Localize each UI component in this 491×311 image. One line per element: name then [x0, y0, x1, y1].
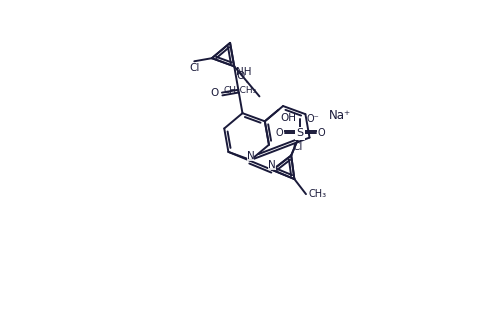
Text: S: S: [297, 128, 304, 138]
Text: OH: OH: [280, 113, 297, 123]
Text: O: O: [236, 71, 244, 81]
Text: O⁻: O⁻: [306, 114, 319, 124]
Text: Cl: Cl: [292, 142, 303, 152]
Text: CH₃: CH₃: [309, 189, 327, 199]
Text: Cl: Cl: [189, 63, 199, 73]
Text: N: N: [246, 151, 254, 161]
Text: O: O: [318, 128, 326, 138]
Text: Na⁺: Na⁺: [329, 109, 351, 122]
Text: CH₂CH₃: CH₂CH₃: [223, 86, 256, 95]
Text: N: N: [269, 160, 276, 170]
Text: NH: NH: [236, 67, 252, 77]
Text: O: O: [275, 128, 283, 138]
Text: O: O: [211, 88, 219, 98]
